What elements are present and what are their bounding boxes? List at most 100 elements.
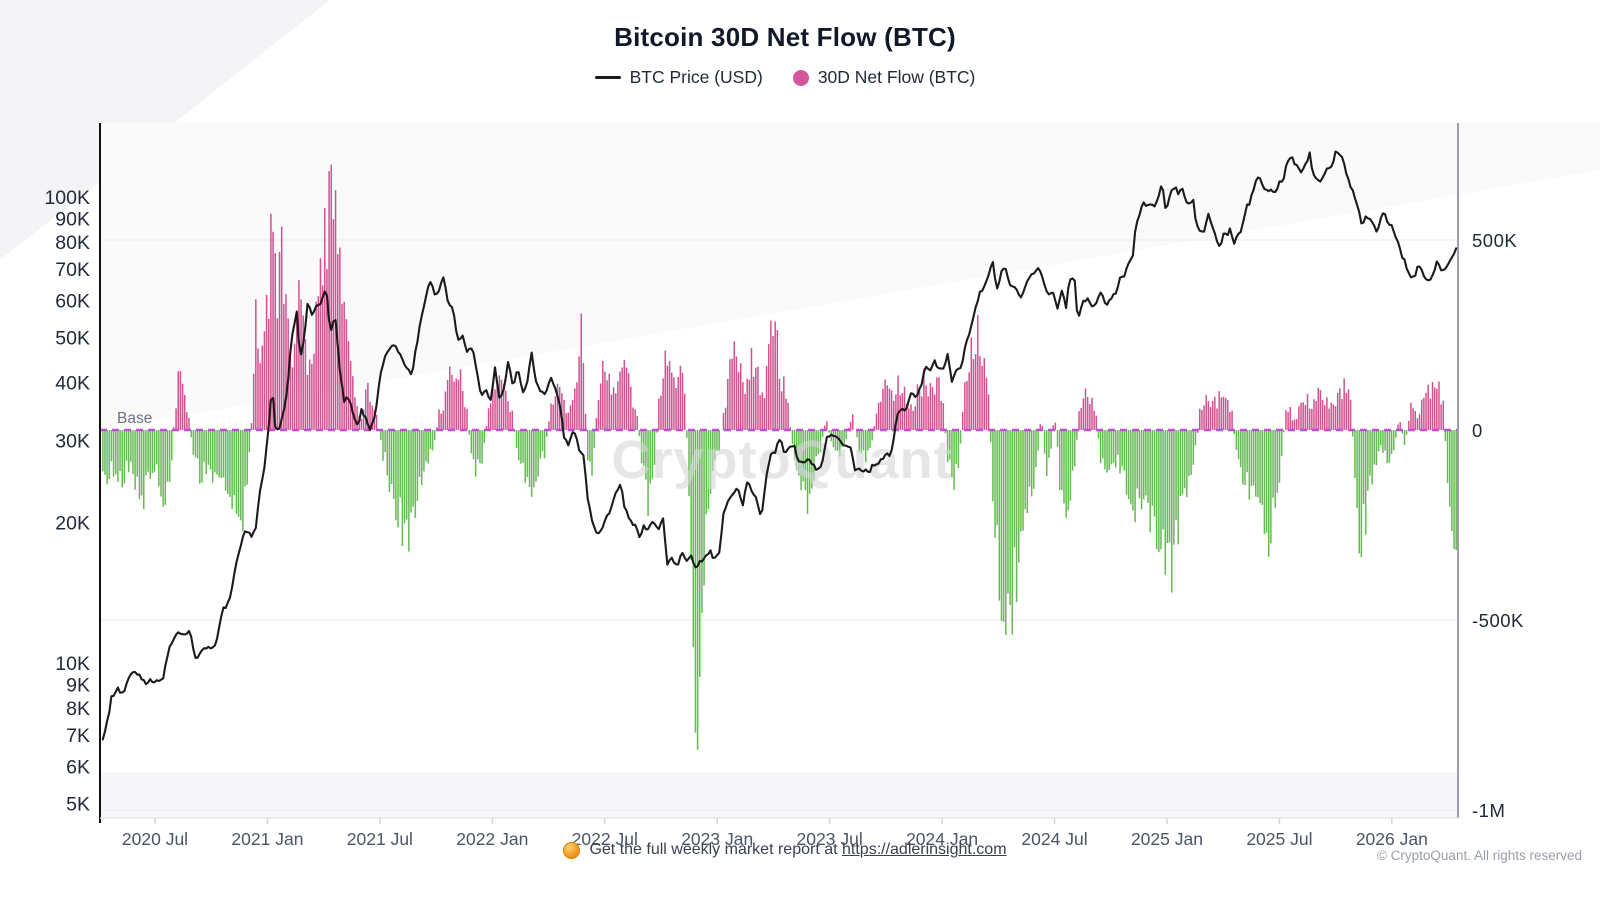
flow-bar <box>1291 420 1294 430</box>
flow-bar <box>530 430 533 497</box>
flow-bar <box>1007 430 1009 594</box>
flow-bar <box>824 425 826 430</box>
flow-bar <box>134 430 136 490</box>
flow-bar <box>509 412 511 430</box>
flow-bar <box>1395 430 1397 438</box>
flow-bar <box>774 321 776 430</box>
flow-bar <box>246 430 248 485</box>
flow-bar <box>416 430 419 502</box>
flow-bar <box>929 383 932 430</box>
flow-bar <box>459 369 462 430</box>
flow-bar <box>1347 389 1350 430</box>
flow-bar <box>1158 430 1160 552</box>
flow-bar <box>313 353 315 430</box>
right-axis-tick: -500K <box>1472 610 1524 631</box>
flow-bar <box>1302 402 1304 430</box>
flow-bar <box>959 430 962 444</box>
flow-bar <box>1078 411 1080 430</box>
flow-bar <box>399 430 401 498</box>
flow-bar <box>1431 381 1434 430</box>
flow-bar <box>699 430 701 677</box>
flow-bar <box>114 430 117 475</box>
flow-bar <box>1255 430 1257 497</box>
page-title: Bitcoin 30D Net Flow (BTC) <box>614 22 956 52</box>
flow-bar <box>278 252 281 430</box>
flow-bar <box>1306 393 1309 430</box>
flow-bar <box>692 430 695 648</box>
flow-bar <box>386 430 389 476</box>
flow-bar <box>679 365 682 430</box>
flow-bar <box>423 430 425 472</box>
flow-bar <box>449 366 451 430</box>
flow-bar <box>1205 395 1207 430</box>
flow-bar <box>554 396 557 430</box>
flow-bar <box>231 430 233 509</box>
flow-bar <box>647 430 649 516</box>
legend-label: BTC Price (USD) <box>629 67 763 87</box>
flow-bar <box>949 430 951 460</box>
flow-bar <box>632 407 634 430</box>
flow-bar <box>895 394 897 430</box>
flow-bar <box>849 421 852 430</box>
flow-bar <box>619 371 621 430</box>
flow-bar <box>964 382 966 430</box>
flow-bar <box>1125 430 1128 495</box>
flow-bar <box>1388 430 1391 463</box>
flow-bar <box>668 361 671 430</box>
flow-bar <box>272 231 274 430</box>
legend-item-btc-price[interactable]: BTC Price (USD) <box>594 67 763 88</box>
flow-bar <box>1145 430 1147 496</box>
flow-bar <box>1261 430 1263 505</box>
flow-bar <box>239 430 242 521</box>
flow-bar <box>1242 430 1244 485</box>
flow-bar <box>1020 430 1022 532</box>
flow-bar <box>686 430 688 438</box>
flow-bar <box>1380 430 1382 446</box>
flow-bar <box>1440 404 1442 430</box>
flow-bar <box>614 393 617 430</box>
flow-bar <box>957 430 960 469</box>
flow-bar <box>1045 430 1048 476</box>
flow-bar <box>293 343 296 430</box>
flow-bar <box>660 395 662 430</box>
flow-bar <box>1278 430 1281 483</box>
flow-bar <box>921 396 923 430</box>
flow-bar <box>565 413 567 430</box>
orange-circle-icon <box>563 841 581 859</box>
flow-bar <box>1231 410 1233 430</box>
flow-bar <box>1246 430 1248 473</box>
flow-bar <box>752 376 755 430</box>
flow-bar <box>804 430 807 490</box>
flow-bar <box>1028 430 1031 487</box>
flow-bar <box>1298 406 1300 430</box>
flow-bar <box>1043 430 1046 454</box>
flow-bar <box>414 430 417 518</box>
flow-bar <box>405 430 408 520</box>
flow-bar <box>994 430 996 538</box>
flow-bar <box>1384 430 1386 451</box>
flow-bar <box>869 430 871 448</box>
flow-bar <box>537 430 539 477</box>
flow-bar <box>1207 401 1210 430</box>
flow-bar <box>925 385 927 430</box>
flow-bar <box>1035 430 1037 468</box>
flow-bar <box>998 430 1001 601</box>
flow-bar <box>308 359 311 430</box>
flow-bar <box>882 388 884 430</box>
report-link[interactable]: https://adlerinsight.com <box>842 841 1007 858</box>
flow-bar <box>390 430 393 484</box>
flow-bar <box>1386 430 1388 463</box>
flow-bar <box>694 430 697 733</box>
flow-bar <box>599 383 602 430</box>
legend-item-net-flow[interactable]: 30D Net Flow (BTC) <box>792 67 975 88</box>
flow-bar <box>832 430 835 448</box>
footer: Get the full weekly market report at htt… <box>0 841 1570 859</box>
flow-bar <box>640 430 643 464</box>
flow-bar <box>938 377 940 430</box>
flow-bar <box>1455 430 1457 550</box>
flow-bar <box>983 358 985 430</box>
flow-bar <box>1289 407 1292 430</box>
flow-bar <box>748 379 751 430</box>
